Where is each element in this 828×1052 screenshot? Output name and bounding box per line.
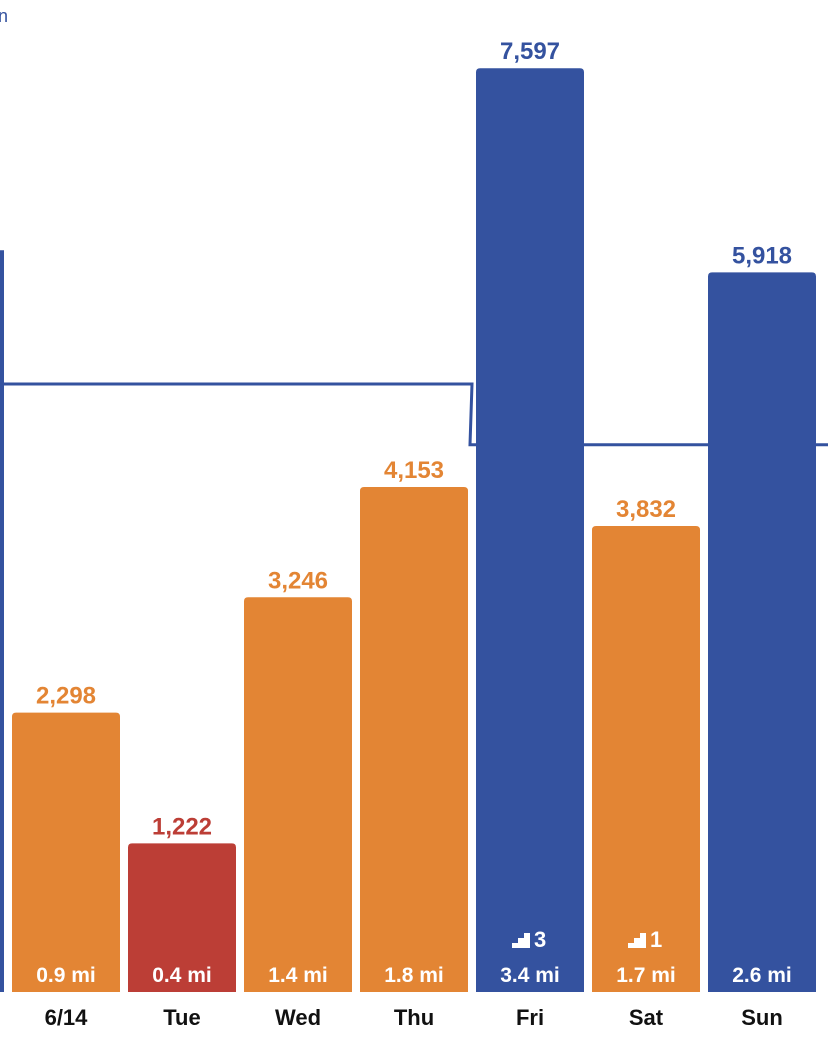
bars-layer [0,68,816,993]
bar-fri[interactable] [476,68,584,992]
value-label: 2,298 [36,683,96,710]
day-label: Wed [275,1005,321,1030]
distance-label: 1.7 mi [616,964,676,987]
goal-line-layer [0,382,828,447]
day-label: Fri [516,1005,544,1030]
value-label: 3,832 [616,496,676,523]
day-label: Sun [741,1005,783,1030]
value-label: 1,222 [152,813,212,840]
day-label: Sat [629,1005,664,1030]
day-label: Tue [163,1005,200,1030]
distance-label: 0.9 mi [36,964,96,987]
floors-count: 3 [534,927,546,952]
value-label: 7,597 [500,38,560,65]
value-label: 4,153 [384,457,444,484]
bar-previous-partial [0,250,4,993]
partial-top-text: n [0,6,8,26]
day-label: 6/14 [45,1005,89,1030]
bar-sun[interactable] [708,272,816,992]
distance-label: 1.8 mi [384,964,444,987]
value-label: 3,246 [268,567,328,594]
bar-sat[interactable] [592,526,700,992]
distance-label: 0.4 mi [152,964,212,987]
distance-label: 2.6 mi [732,964,792,987]
value-label: 5,918 [732,242,792,269]
bar-wed[interactable] [244,597,352,992]
distance-label: 1.4 mi [268,964,328,987]
labels-layer: 2,298 0.9 mi 6/14 1,222 0.4 mi Tue 3,246 1.4 mi… [36,38,792,1030]
bar-thu[interactable] [360,486,468,992]
goal-line [0,382,828,447]
bar-6-14[interactable] [12,712,120,992]
distance-label: 3.4 mi [500,964,560,987]
floors-count: 1 [650,927,662,952]
stairs-icon [506,933,530,948]
bar-tue[interactable] [128,843,236,992]
stairs-icon [622,933,646,948]
day-label: Thu [394,1005,434,1030]
